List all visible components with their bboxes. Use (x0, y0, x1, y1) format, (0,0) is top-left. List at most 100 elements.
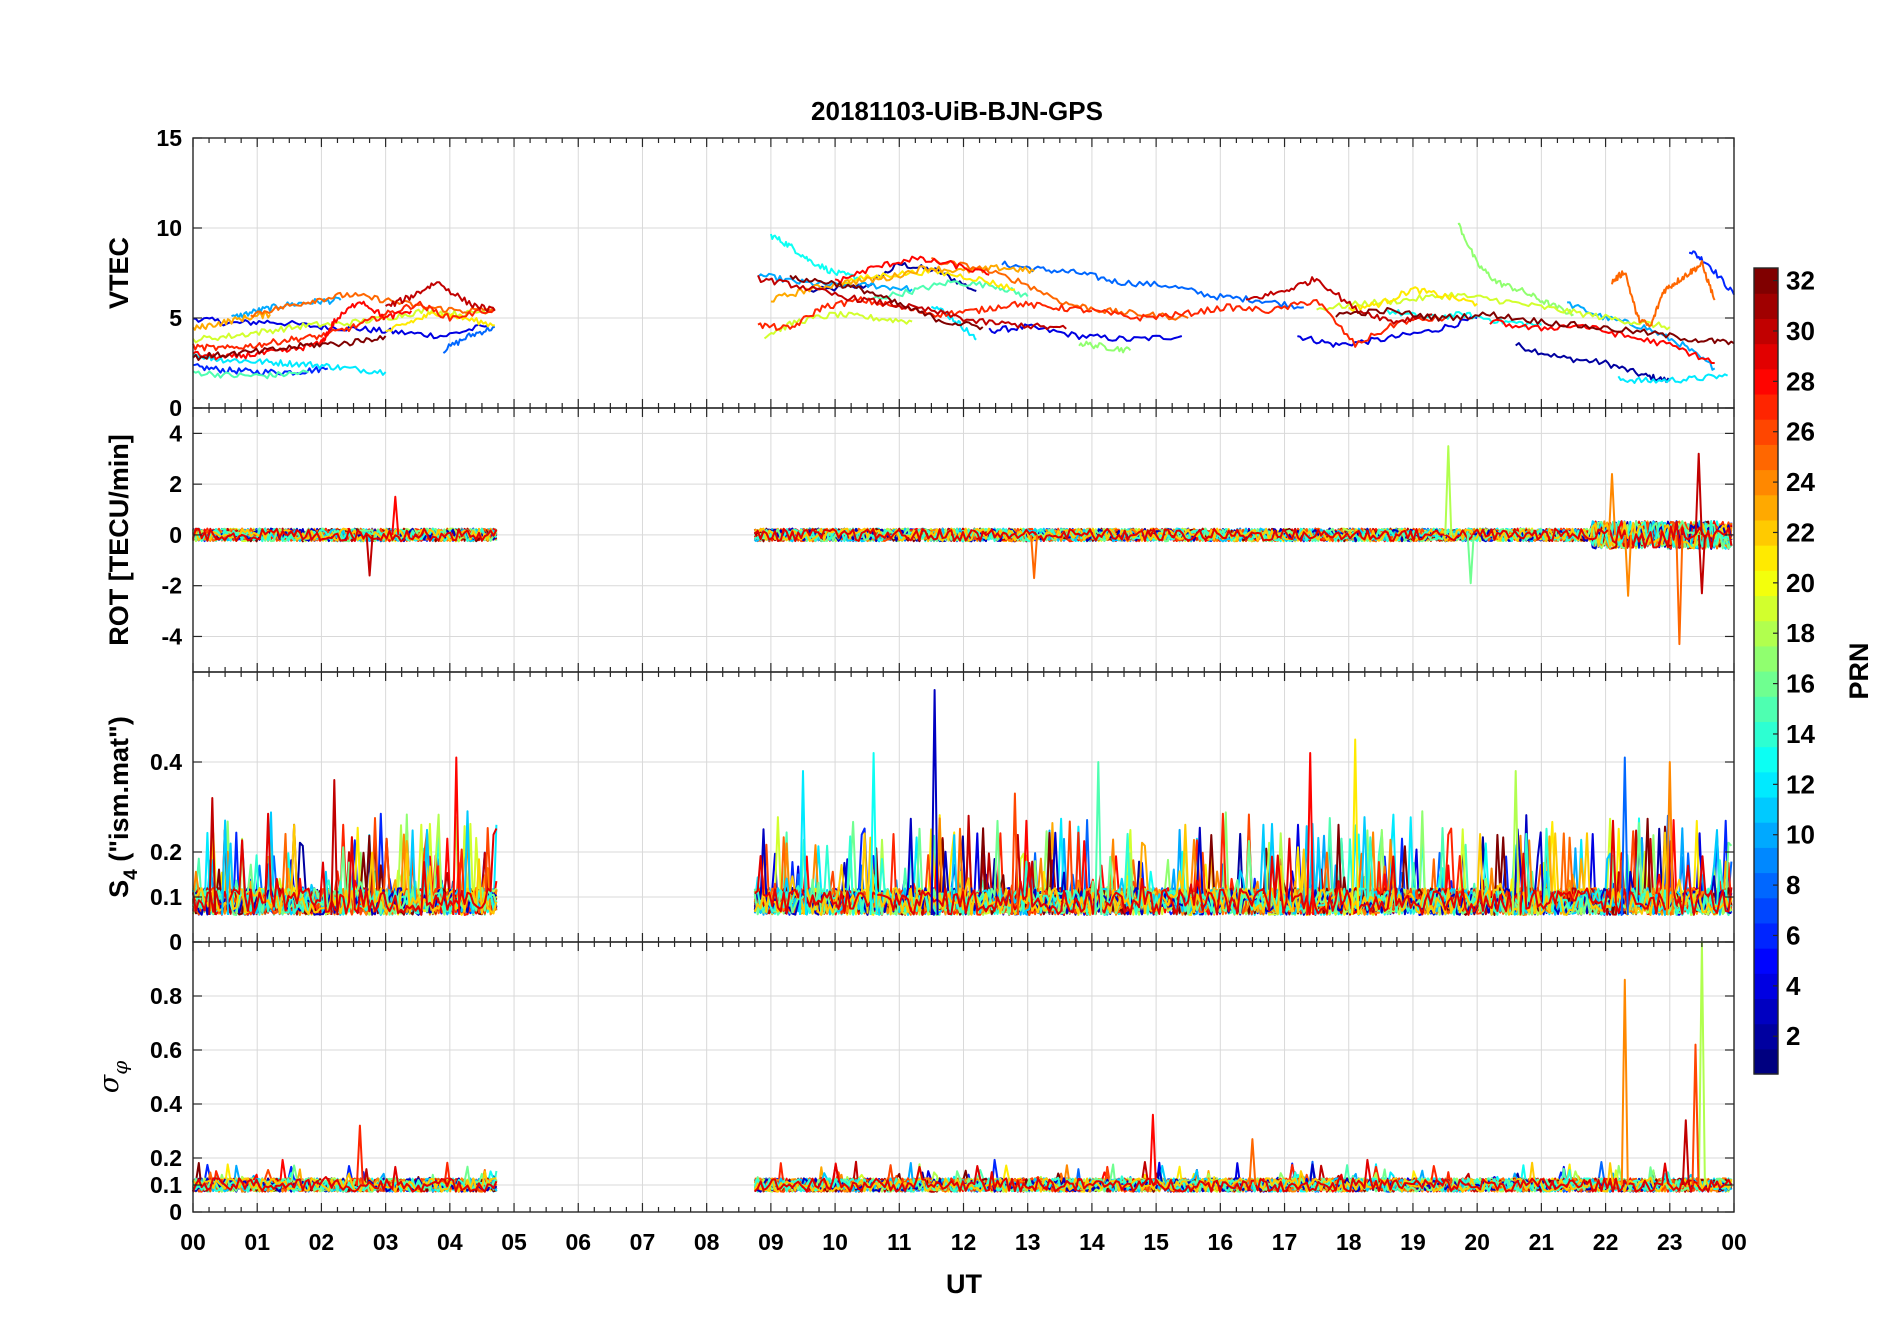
colorbar-color-blocks (1754, 268, 1778, 1075)
rot-spike-prn-24 (1624, 534, 1633, 597)
xtick-label: 18 (1336, 1229, 1362, 1255)
panel-s4: 0 0.1 0.2 0.4 S4 ("ism.mat") (104, 671, 1735, 955)
vtec-line-prn-32 (1335, 307, 1735, 346)
s4-spike-prn-3 (930, 689, 939, 916)
colorbar-tick-label: 22 (1786, 517, 1815, 547)
colorbar-tick-label: 26 (1786, 417, 1815, 447)
xtick-label: 06 (565, 1229, 591, 1255)
sigma-phi-ylabel-main: σ (94, 1073, 125, 1093)
s4-ylabel-sub: 4 (121, 869, 142, 880)
s4-ylabel-main: S (104, 880, 134, 898)
rot-spike-prn-25 (1030, 534, 1039, 580)
xtick-label: 12 (951, 1229, 977, 1255)
vtec-line-prn-13 (769, 233, 862, 282)
sigma_phi-spike-prn-27 (355, 1124, 364, 1186)
rot-spike-prn-30 (365, 534, 374, 577)
vtec-line-prn-27 (192, 300, 496, 352)
colorbar-block-prn-3 (1754, 998, 1778, 1025)
s4-ticks (192, 672, 1735, 943)
xtick-label: 13 (1015, 1229, 1041, 1255)
ytick-label: 15 (156, 125, 182, 151)
colorbar-tick-label: 28 (1786, 366, 1815, 396)
vtec-line-prn-4 (988, 323, 1183, 342)
xtick-label: 19 (1400, 1229, 1426, 1255)
ytick-label: 0.2 (150, 839, 182, 865)
vtec-line-prn-23 (192, 311, 271, 331)
sigma_phi-trace-prn-22 (192, 1170, 497, 1193)
colorbar-block-prn-29 (1754, 343, 1778, 370)
ytick-label: -2 (162, 573, 182, 599)
ytick-label: 0 (169, 522, 182, 548)
ytick-label: 0.1 (150, 884, 182, 910)
sigma-phi-ytick-labels: 00.10.2 0.4 0.6 0.8 (150, 983, 182, 1225)
colorbar-tick-label: 12 (1786, 769, 1815, 799)
s4-spike-prn-18 (1511, 770, 1520, 916)
vtec-ticks (192, 137, 1735, 409)
vtec-line-prn-30 (385, 281, 496, 313)
vtec-line-prn-25 (1611, 260, 1716, 328)
s4-spike-prn-21 (1351, 738, 1360, 916)
sigma-phi-ylabel: σφ (94, 1061, 132, 1093)
sigma-phi-series-group (192, 941, 1733, 1193)
sigma_phi-trace-prn-14 (753, 1169, 1733, 1193)
rot-spike-prn-24 (1608, 473, 1616, 535)
vtec-ytick-labels: 0 5 10 15 (156, 125, 182, 421)
colorbar-label: PRN (1844, 642, 1874, 699)
colorbar-block-prn-19 (1754, 595, 1778, 622)
s4-spike-prn-30 (208, 797, 217, 916)
ytick-label: 0.6 (150, 1037, 182, 1063)
ytick-label: 0.1 (150, 1172, 182, 1198)
xtick-label: 17 (1272, 1229, 1298, 1255)
s4-ytick-labels: 0 0.1 0.2 0.4 (150, 749, 182, 955)
colorbar-frame (1753, 267, 1779, 1075)
xtick-label: 11 (887, 1229, 912, 1255)
colorbar-tick-label: 8 (1786, 870, 1800, 900)
vtec-line-prn-17 (1457, 222, 1574, 317)
s4-spike-prn-26 (1010, 792, 1019, 916)
sigma_phi-trace-prn-29 (754, 1158, 1733, 1193)
ytick-label: 0.4 (150, 749, 182, 775)
xtick-label: 00 (1721, 1229, 1747, 1255)
xtick-label: 04 (437, 1229, 463, 1255)
s4-spike-prn-30 (330, 779, 339, 916)
colorbar-tick-label: 4 (1786, 971, 1801, 1001)
vtec-line-prn-15 (866, 279, 1029, 301)
vtec-line-prn-15 (192, 369, 309, 380)
vtec-line-prn-8 (442, 326, 495, 354)
panel-vtec: 0 5 10 15 VTEC (104, 125, 1735, 421)
colorbar-block-prn-21 (1754, 545, 1778, 571)
vtec-line-prn-6 (1688, 250, 1735, 296)
panel-rot: -4 -2 0 2 4 ROT [TECU/min] (104, 407, 1735, 673)
xtick-label: 02 (309, 1229, 335, 1255)
vtec-line-prn-12 (192, 353, 387, 376)
s4-ylabel: S4 ("ism.mat") (104, 716, 142, 898)
sigma_phi-spike-prn-26 (1691, 1043, 1700, 1186)
rot-trace-prn-29 (192, 527, 498, 543)
vtec-line-prn-19 (763, 310, 913, 340)
vtec-line-prn-23 (770, 264, 1035, 303)
s4-series-group (192, 689, 1733, 916)
vtec-line-prn-17 (1078, 340, 1132, 354)
vtec-line-prn-21 (1348, 286, 1478, 313)
vtec-line-prn-28 (834, 255, 990, 284)
xtick-label: 08 (694, 1229, 720, 1255)
vtec-line-prn-30 (1246, 276, 1433, 325)
s4-spike-prn-28 (1306, 752, 1315, 916)
sigma-phi-ticks (192, 942, 1735, 1213)
vtec-series-group (192, 222, 1735, 384)
ytick-label: 0.2 (150, 1145, 182, 1171)
colorbar-tick-label: 6 (1786, 920, 1800, 950)
vtec-line-prn-30 (757, 275, 1067, 331)
s4-spike-prn-15 (1094, 761, 1103, 916)
vtec-line-prn-8 (1001, 260, 1304, 310)
xtick-label: 15 (1143, 1229, 1169, 1255)
colorbar-block-prn-23 (1754, 494, 1778, 521)
colorbar-block-prn-1 (1754, 1048, 1778, 1075)
colorbar-block-prn-15 (1754, 696, 1778, 722)
ytick-label: 2 (169, 471, 182, 497)
rot-spike-prn-18 (1444, 445, 1453, 535)
colorbar-tick-label: 24 (1786, 467, 1815, 497)
colorbar-tick-label: 2 (1786, 1021, 1800, 1051)
